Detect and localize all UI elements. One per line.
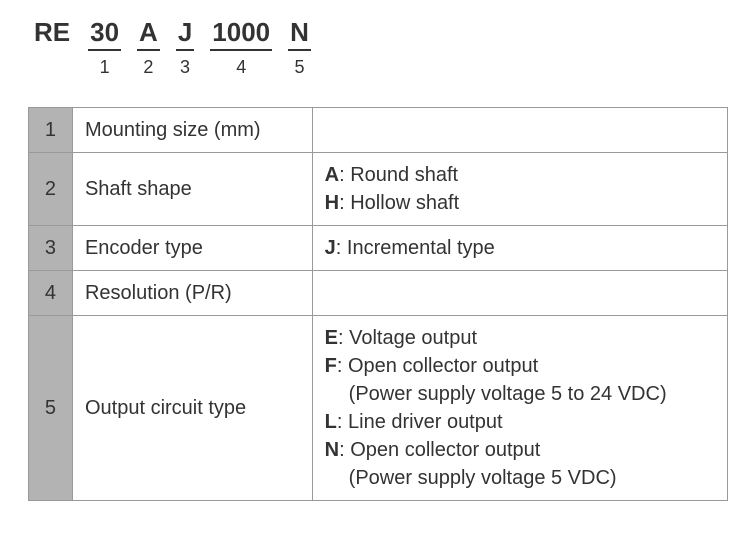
row-label: Output circuit type bbox=[72, 315, 312, 500]
code-seg-5-value: N bbox=[288, 18, 311, 51]
row-num: 2 bbox=[29, 152, 73, 225]
table-row: 1 Mounting size (mm) bbox=[29, 107, 728, 152]
code-seg-4: 1000 4 bbox=[210, 18, 272, 79]
row-detail: J: Incremental type bbox=[312, 225, 727, 270]
row-label: Shaft shape bbox=[72, 152, 312, 225]
spec-table: 1 Mounting size (mm) 2 Shaft shape A: Ro… bbox=[28, 107, 728, 501]
spec-table-body: 1 Mounting size (mm) 2 Shaft shape A: Ro… bbox=[29, 107, 728, 500]
row-label: Mounting size (mm) bbox=[72, 107, 312, 152]
table-row: 4 Resolution (P/R) bbox=[29, 270, 728, 315]
code-seg-1-index: 1 bbox=[100, 57, 110, 79]
row-detail bbox=[312, 270, 727, 315]
part-code: RE 30 1 A 2 J 3 1000 4 N 5 bbox=[32, 18, 725, 79]
code-seg-4-index: 4 bbox=[236, 57, 246, 79]
code-prefix-text: RE bbox=[32, 18, 72, 51]
code-seg-1: 30 1 bbox=[88, 18, 121, 79]
code-seg-2: A 2 bbox=[137, 18, 160, 79]
row-num: 5 bbox=[29, 315, 73, 500]
code-seg-2-value: A bbox=[137, 18, 160, 51]
table-row: 2 Shaft shape A: Round shaftH: Hollow sh… bbox=[29, 152, 728, 225]
row-detail: A: Round shaftH: Hollow shaft bbox=[312, 152, 727, 225]
row-label: Encoder type bbox=[72, 225, 312, 270]
code-prefix: RE bbox=[32, 18, 72, 79]
code-seg-4-value: 1000 bbox=[210, 18, 272, 51]
row-detail bbox=[312, 107, 727, 152]
row-num: 3 bbox=[29, 225, 73, 270]
code-seg-3-value: J bbox=[176, 18, 194, 51]
code-seg-5: N 5 bbox=[288, 18, 311, 79]
row-detail: E: Voltage outputF: Open collector outpu… bbox=[312, 315, 727, 500]
row-num: 4 bbox=[29, 270, 73, 315]
table-row: 5 Output circuit type E: Voltage outputF… bbox=[29, 315, 728, 500]
row-num: 1 bbox=[29, 107, 73, 152]
code-seg-3-index: 3 bbox=[180, 57, 190, 79]
row-label: Resolution (P/R) bbox=[72, 270, 312, 315]
code-seg-2-index: 2 bbox=[143, 57, 153, 79]
code-seg-1-value: 30 bbox=[88, 18, 121, 51]
code-seg-3: J 3 bbox=[176, 18, 194, 79]
code-seg-5-index: 5 bbox=[295, 57, 305, 79]
table-row: 3 Encoder type J: Incremental type bbox=[29, 225, 728, 270]
